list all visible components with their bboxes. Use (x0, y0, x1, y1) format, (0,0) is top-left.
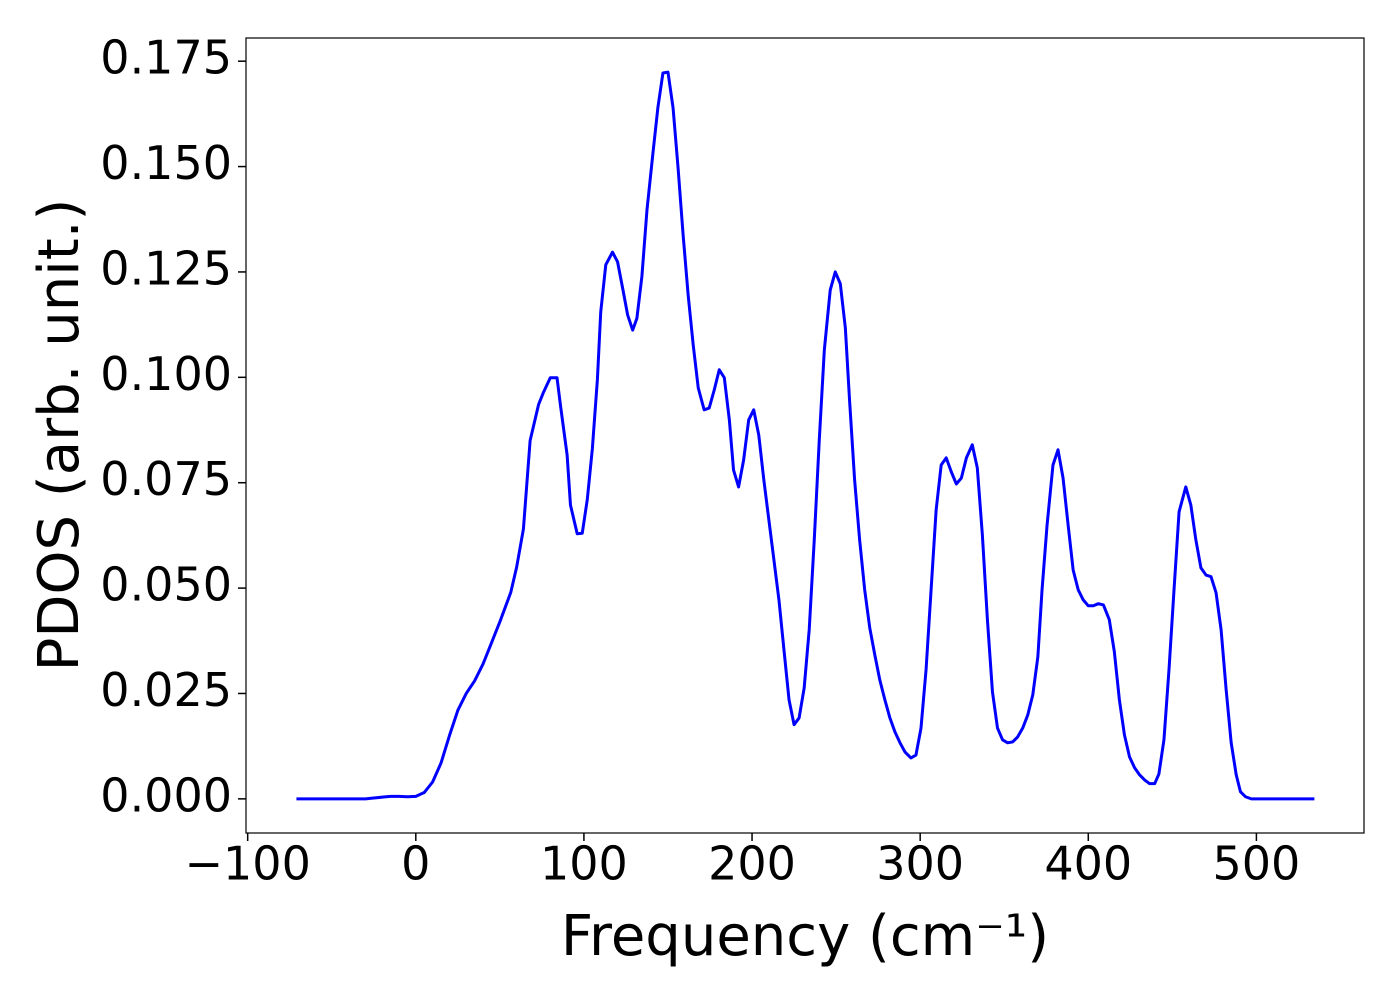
x-tick-label: 400 (1044, 837, 1132, 891)
y-tick-label: 0.075 (100, 452, 232, 506)
x-tick-label: −100 (185, 837, 311, 891)
y-axis-label: PDOS (arb. unit.) (27, 199, 92, 672)
y-tick-label: 0.025 (100, 663, 232, 717)
y-tick-label: 0.125 (100, 241, 232, 295)
plot-frame (245, 37, 1365, 834)
y-tick-label: 0.050 (100, 558, 232, 612)
x-tick-label: 300 (876, 837, 964, 891)
y-tick-label: 0.100 (100, 347, 232, 401)
x-tick-label: 100 (540, 837, 628, 891)
x-tick-label: 0 (401, 837, 430, 891)
data-line (296, 70, 1315, 801)
y-tick-label: 0.175 (100, 31, 232, 85)
x-tick-label: 500 (1212, 837, 1300, 891)
y-tick-label: 0.000 (100, 768, 232, 822)
x-axis-label: Frequency (cm⁻¹) (561, 904, 1049, 969)
y-tick-label: 0.150 (100, 136, 232, 190)
x-tick-label: 200 (708, 837, 796, 891)
